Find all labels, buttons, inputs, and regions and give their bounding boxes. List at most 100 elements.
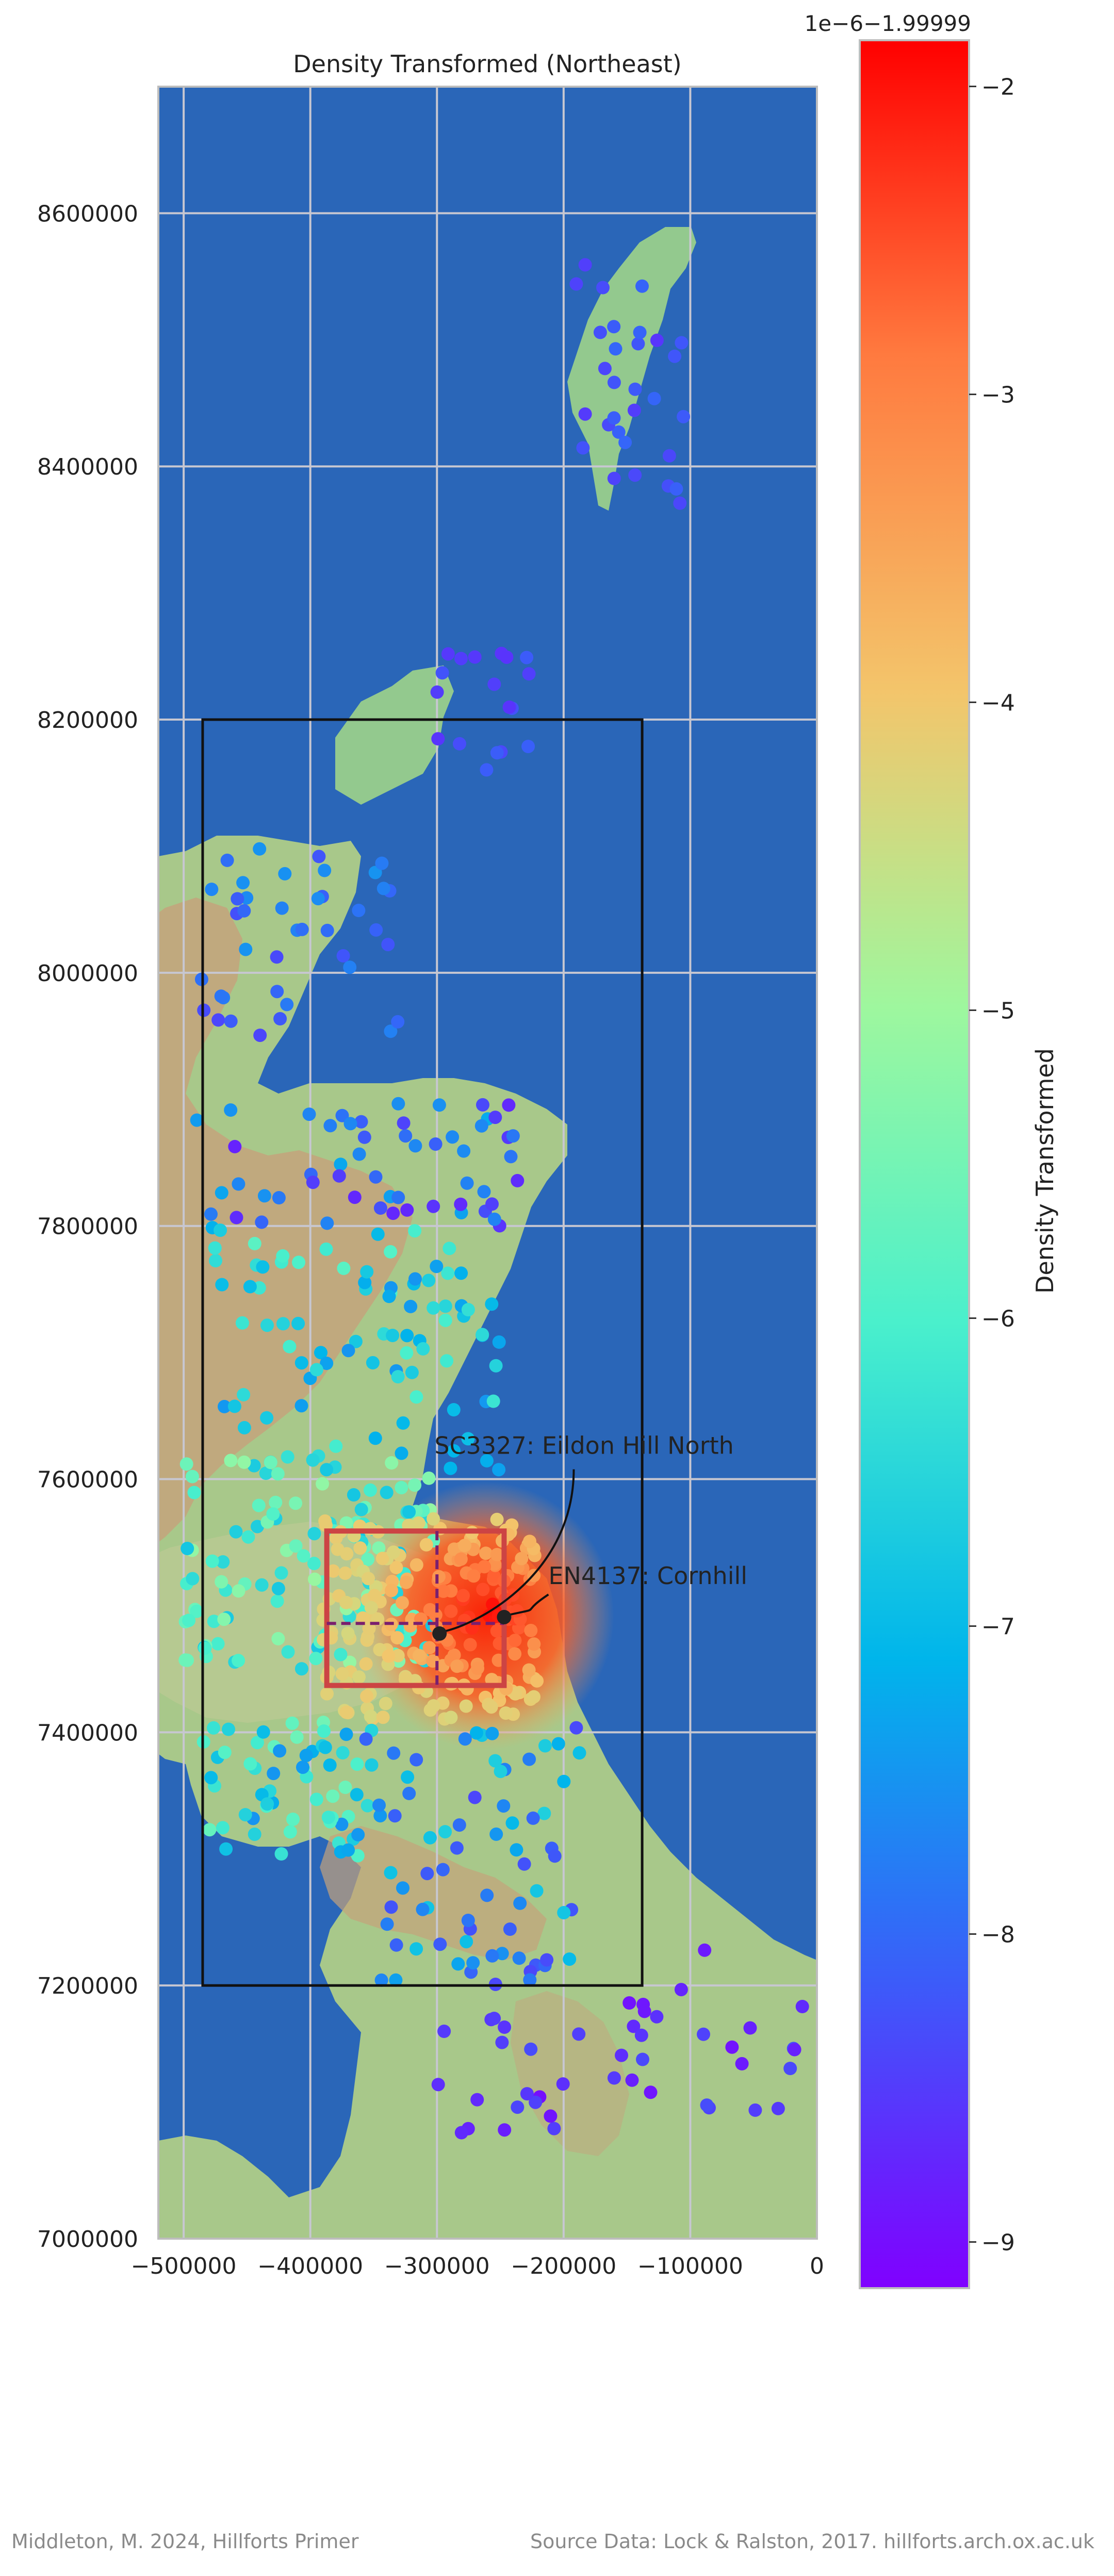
- hillfort-point: [323, 1119, 337, 1133]
- hillfort-point: [628, 382, 642, 396]
- hillfort-point: [364, 1709, 378, 1723]
- hillfort-point: [563, 1952, 577, 1966]
- x-tick-label: −300000: [384, 2253, 490, 2279]
- hillfort-point: [335, 1817, 349, 1831]
- hillfort-point: [405, 1365, 419, 1379]
- hillfort-point: [294, 1356, 308, 1370]
- hillfort-point: [309, 1652, 323, 1666]
- hillfort-point: [771, 2101, 785, 2115]
- hillfort-point: [326, 1564, 340, 1578]
- hillfort-point: [454, 651, 468, 665]
- hillfort-point: [364, 1483, 377, 1497]
- hillfort-point: [400, 1346, 414, 1360]
- hillfort-point: [479, 1546, 493, 1560]
- x-tick-label: −200000: [511, 2253, 616, 2279]
- hillfort-point: [317, 1724, 331, 1738]
- hillfort-point: [309, 1792, 323, 1806]
- colorbar-offset-text: 1e−6−1.99999: [805, 11, 971, 36]
- hillfort-point: [530, 1674, 544, 1688]
- hillfort-point: [487, 677, 501, 691]
- hillfort-point: [318, 863, 332, 877]
- colorbar-tick-label: −2: [981, 74, 1015, 101]
- study-boxes: [201, 718, 644, 1987]
- hillfort-point: [204, 1771, 218, 1785]
- hillfort-point: [190, 1113, 204, 1127]
- hillfort-point: [544, 2109, 558, 2123]
- hillfort-point: [216, 1555, 230, 1569]
- hillfort-point: [354, 1115, 368, 1129]
- hillfort-point: [607, 320, 621, 334]
- hillfort-point: [576, 441, 590, 455]
- hillfort-point: [508, 1647, 522, 1661]
- hillfort-point: [384, 1866, 398, 1880]
- hillfort-point: [341, 1626, 355, 1640]
- hillfort-point: [402, 1505, 416, 1519]
- hillfort-point: [376, 1710, 390, 1724]
- hillfort-point: [352, 1147, 366, 1161]
- hillfort-point: [256, 1725, 270, 1739]
- hillfort-point: [637, 2004, 651, 2018]
- hillfort-point: [735, 2057, 749, 2070]
- hillfort-point: [248, 1828, 261, 1841]
- hillfort-point: [578, 258, 592, 272]
- hillfort-point: [537, 1806, 551, 1820]
- hillfort-point: [524, 1624, 538, 1637]
- hillfort-point: [524, 2042, 538, 2056]
- hillfort-point: [484, 1700, 498, 1714]
- hillfort-point: [253, 842, 267, 856]
- hillfort-point: [269, 1495, 283, 1509]
- hillfort-point: [373, 1201, 387, 1215]
- hillfort-point: [422, 1471, 436, 1485]
- hillfort-point: [386, 1207, 400, 1220]
- hillfort-point: [408, 1272, 422, 1286]
- hillfort-point: [423, 1831, 437, 1845]
- hillfort-point: [267, 1767, 281, 1781]
- y-tick-label: 8400000: [37, 454, 138, 480]
- hillfort-point: [311, 892, 325, 906]
- hillfort-point: [636, 2052, 649, 2066]
- hillfort-point: [364, 1601, 378, 1615]
- hillfort-point: [422, 1274, 436, 1287]
- hillfort-point: [444, 1710, 458, 1724]
- hillfort-point: [274, 1847, 288, 1861]
- hillfort-point: [548, 1849, 562, 1863]
- hillfort-point: [361, 1799, 374, 1813]
- y-tick-label: 7000000: [37, 2226, 138, 2253]
- hillfort-point: [520, 650, 534, 664]
- hillfort-point: [463, 1638, 477, 1652]
- hillfort-point: [413, 1649, 426, 1662]
- hillfort-point: [398, 1672, 412, 1686]
- colorbar-tick-label: −4: [981, 690, 1015, 716]
- hillfort-point: [382, 1290, 396, 1303]
- hillfort-point: [454, 1266, 468, 1280]
- hillfort-point: [490, 1547, 504, 1561]
- hillfort-point: [557, 1906, 571, 1919]
- annotations: SC3327: Eildon Hill North EN4137: Cornhil…: [432, 1431, 747, 1641]
- hillfort-point: [318, 1740, 332, 1754]
- hillfort-point: [211, 1013, 225, 1027]
- hillfort-point: [416, 1342, 430, 1356]
- hillfort-point: [248, 1236, 261, 1250]
- hillfort-point: [668, 349, 682, 363]
- hillfort-point: [437, 2025, 451, 2038]
- hillfort-point: [447, 1403, 461, 1416]
- hillfort-point: [451, 1957, 465, 1971]
- hillfort-point: [409, 1753, 423, 1767]
- hillfort-point: [384, 1024, 398, 1038]
- hillfort-point: [551, 1737, 565, 1751]
- hillfort-point: [419, 1538, 433, 1552]
- hillfort-point: [625, 2073, 639, 2087]
- hillfort-point: [631, 337, 645, 351]
- hillfort-point: [281, 1645, 295, 1659]
- hillfort-point: [332, 1169, 346, 1183]
- hillfort-point: [273, 1012, 287, 1025]
- hillfort-point: [380, 1486, 394, 1499]
- hillfort-point: [243, 1280, 257, 1294]
- hillfort-point: [389, 1560, 403, 1574]
- hillfort-point: [306, 1453, 320, 1467]
- hillfort-point: [457, 1144, 471, 1158]
- hillfort-point: [389, 1973, 403, 1987]
- hillfort-point: [495, 2035, 509, 2049]
- hillfort-point: [211, 1637, 225, 1651]
- hillfort-point: [320, 1357, 334, 1370]
